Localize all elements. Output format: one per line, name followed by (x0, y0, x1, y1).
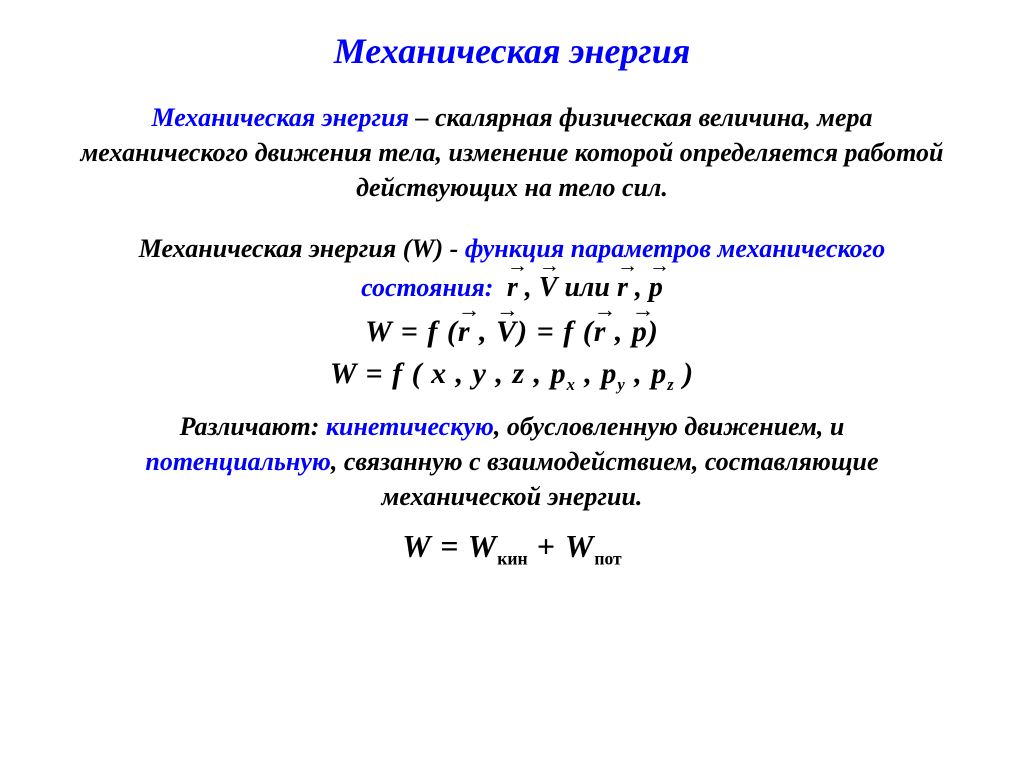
f2-c3: , (525, 357, 551, 390)
types-paragraph: Различают: кинетическую, обусловленную д… (90, 409, 934, 514)
f1-V: V (496, 315, 517, 349)
f3-eq: = (431, 528, 468, 564)
f2-z: z (512, 357, 525, 390)
f1-lp2: ( (583, 315, 594, 348)
formula-2: W = f ( x , y , z , px , py , pz ) (60, 357, 964, 395)
f2-c2: , (487, 357, 513, 390)
page-title: Механическая энергия (60, 30, 964, 72)
f1-r: r (458, 315, 471, 349)
types-t3: , связанную с взаимодействием, составляю… (331, 447, 879, 511)
f2-sy: y (617, 375, 625, 394)
definition-paragraph: Механическая энергия – скалярная физичес… (70, 100, 954, 205)
f2-py: p (601, 357, 617, 390)
function-prefix: Механическая энергия (W) - (139, 234, 465, 263)
f1-eq2: = (528, 315, 563, 348)
f1-p: p (632, 315, 648, 349)
f1-f: f (427, 315, 447, 348)
f3-pot-sub: пот (594, 549, 621, 569)
f2-c5: , (626, 357, 652, 390)
f2-c1: , (447, 357, 473, 390)
f1-eq: = (392, 315, 427, 348)
f3-kin-sub: кин (497, 549, 527, 569)
f2-rp: ) (675, 357, 695, 390)
f2-px: p (551, 357, 567, 390)
vector-V: V (539, 268, 558, 307)
f2-pz: p (651, 357, 667, 390)
f3-Wpot: W (565, 528, 594, 564)
definition-term: Механическая энергия (151, 103, 409, 132)
f2-sz: z (667, 375, 674, 394)
f1-f2: f (563, 315, 583, 348)
f2-f: f (392, 357, 412, 390)
f1-r2: r (594, 315, 607, 349)
types-t2: , обусловленную движением, и (494, 412, 844, 441)
slide: Механическая энергия Механическая энерги… (0, 0, 1024, 768)
formula-3: W = Wкин + Wпот (60, 528, 964, 569)
types-t1: Различают: (180, 412, 326, 441)
f3-Wkin: W (468, 528, 497, 564)
types-potential: потенциальную (145, 447, 330, 476)
f2-eq: = (357, 357, 392, 390)
vector-r2: r (617, 268, 628, 307)
f2-x: x (431, 357, 447, 390)
f2-lp: ( (412, 357, 432, 390)
f2-y: y (473, 357, 487, 390)
types-kinetic: кинетическую (326, 412, 494, 441)
f1-W: W (365, 315, 392, 348)
f2-W: W (330, 357, 357, 390)
f1-lp: ( (447, 315, 458, 348)
f2-sx: x (567, 375, 576, 394)
f3-plus: + (528, 528, 565, 564)
f2-c4: , (576, 357, 602, 390)
f3-W: W (402, 528, 431, 564)
function-line: Механическая энергия (W) - функция парам… (90, 231, 934, 307)
formula-1: W = f (r , V) = f (r , p) (60, 315, 964, 349)
